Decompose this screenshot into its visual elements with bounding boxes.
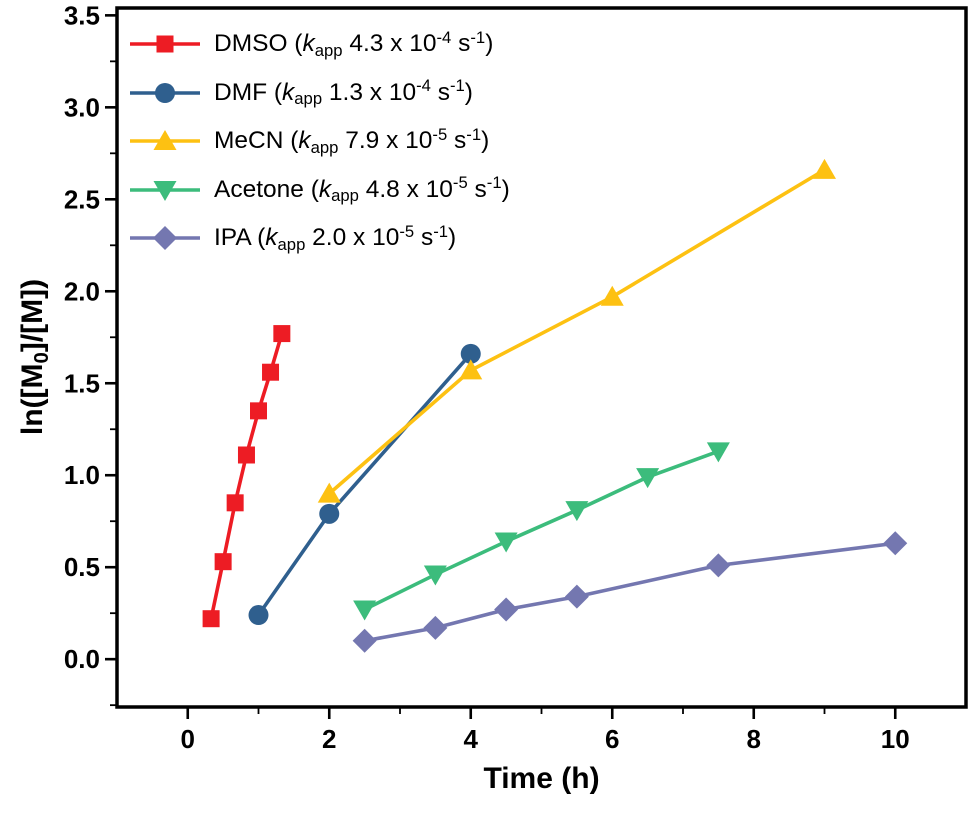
y-tick-label: 2.5	[64, 184, 100, 214]
y-axis: 0.0 0.5 1.0 1.5 2.0 2.5 3.0 3.5	[64, 0, 117, 707]
legend-item-acetone: Acetone (kapp 4.8 x 10-5 s-1)	[128, 166, 510, 215]
legend-item-ipa: IPA (kapp 2.0 x 10-5 s-1)	[128, 214, 510, 263]
legend-marker-ipa	[130, 226, 200, 251]
y-tick-label: 1.0	[64, 460, 100, 490]
x-tick-label: 6	[605, 724, 619, 754]
y-axis-title: ln([M0]/[M])	[16, 278, 53, 436]
y-tick-label: 1.5	[64, 368, 100, 398]
legend-marker-mecn	[130, 130, 200, 151]
legend-label-dmf: DMF (kapp 1.3 x 10-4 s-1)	[214, 76, 473, 109]
chart-legend: DMSO (kapp 4.3 x 10-4 s-1) DMF (kapp 1.3…	[128, 20, 510, 263]
x-tick-label: 4	[464, 724, 479, 754]
y-tick-label: 3.5	[64, 0, 100, 30]
y-tick-label: 0.0	[64, 644, 100, 674]
legend-label-mecn: MeCN (kapp 7.9 x 10-5 s-1)	[214, 124, 490, 157]
y-tick-label: 3.0	[64, 92, 100, 122]
y-tick-label: 0.5	[64, 552, 100, 582]
x-tick-label: 10	[881, 724, 910, 754]
x-tick-label: 0	[181, 724, 195, 754]
x-axis-title: Time (h)	[483, 762, 600, 795]
legend-label-dmso: DMSO (kapp 4.3 x 10-4 s-1)	[214, 27, 494, 60]
series-acetone	[353, 442, 730, 621]
legend-label-ipa: IPA (kapp 2.0 x 10-5 s-1)	[214, 221, 457, 254]
legend-label-acetone: Acetone (kapp 4.8 x 10-5 s-1)	[214, 173, 510, 206]
series-mecn	[317, 158, 836, 503]
legend-item-dmso: DMSO (kapp 4.3 x 10-4 s-1)	[128, 20, 510, 69]
series-dmf	[248, 343, 481, 626]
legend-marker-acetone	[130, 180, 200, 201]
legend-marker-dmso	[130, 35, 200, 53]
legend-item-mecn: MeCN (kapp 7.9 x 10-5 s-1)	[128, 117, 510, 166]
x-axis: 0 2 4 6 8 10	[181, 707, 910, 754]
x-tick-label: 2	[322, 724, 336, 754]
series-dmso	[202, 325, 291, 628]
legend-item-dmf: DMF (kapp 1.3 x 10-4 s-1)	[128, 69, 510, 118]
series-ipa	[352, 531, 908, 653]
x-tick-label: 8	[747, 724, 761, 754]
y-tick-label: 2.0	[64, 276, 100, 306]
legend-marker-dmf	[130, 82, 200, 103]
